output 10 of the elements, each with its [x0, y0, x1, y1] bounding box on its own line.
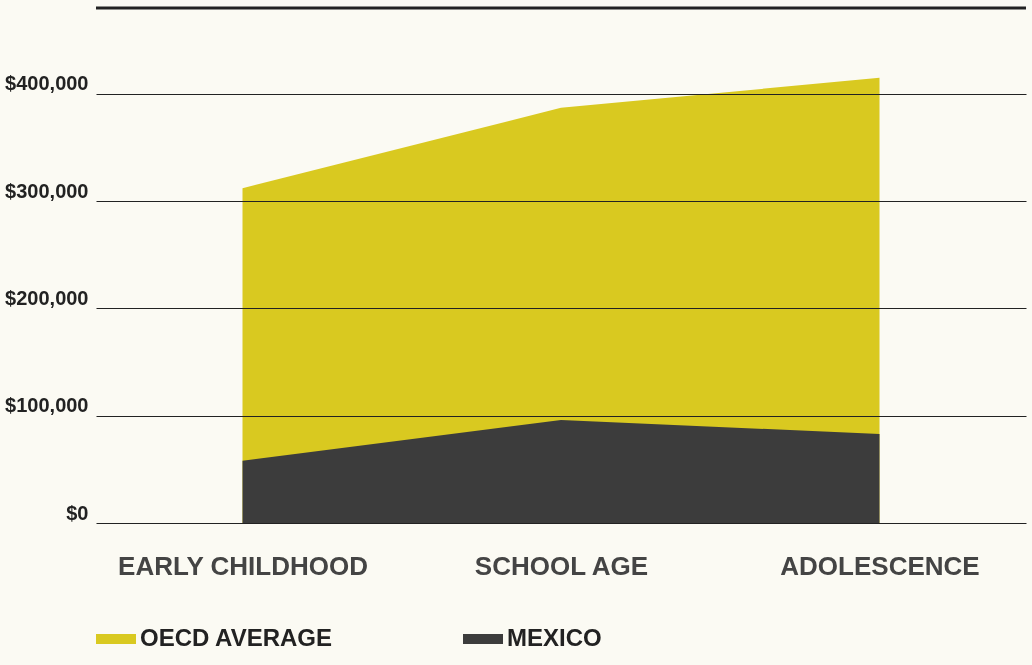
x-tick-label: EARLY CHILDHOOD [118, 550, 368, 581]
y-tick-label: $100,000 [5, 394, 89, 417]
legend-label: OECD AVERAGE [140, 624, 333, 651]
x-tick-label: ADOLESCENCE [780, 550, 980, 581]
y-tick-label: $300,000 [5, 179, 89, 202]
y-tick-label: $0 [66, 501, 89, 524]
y-tick-label: $200,000 [5, 286, 89, 309]
x-tick-label: SCHOOL AGE [474, 550, 649, 581]
y-tick-label: $400,000 [5, 72, 89, 95]
legend-label: MEXICO [507, 624, 602, 651]
